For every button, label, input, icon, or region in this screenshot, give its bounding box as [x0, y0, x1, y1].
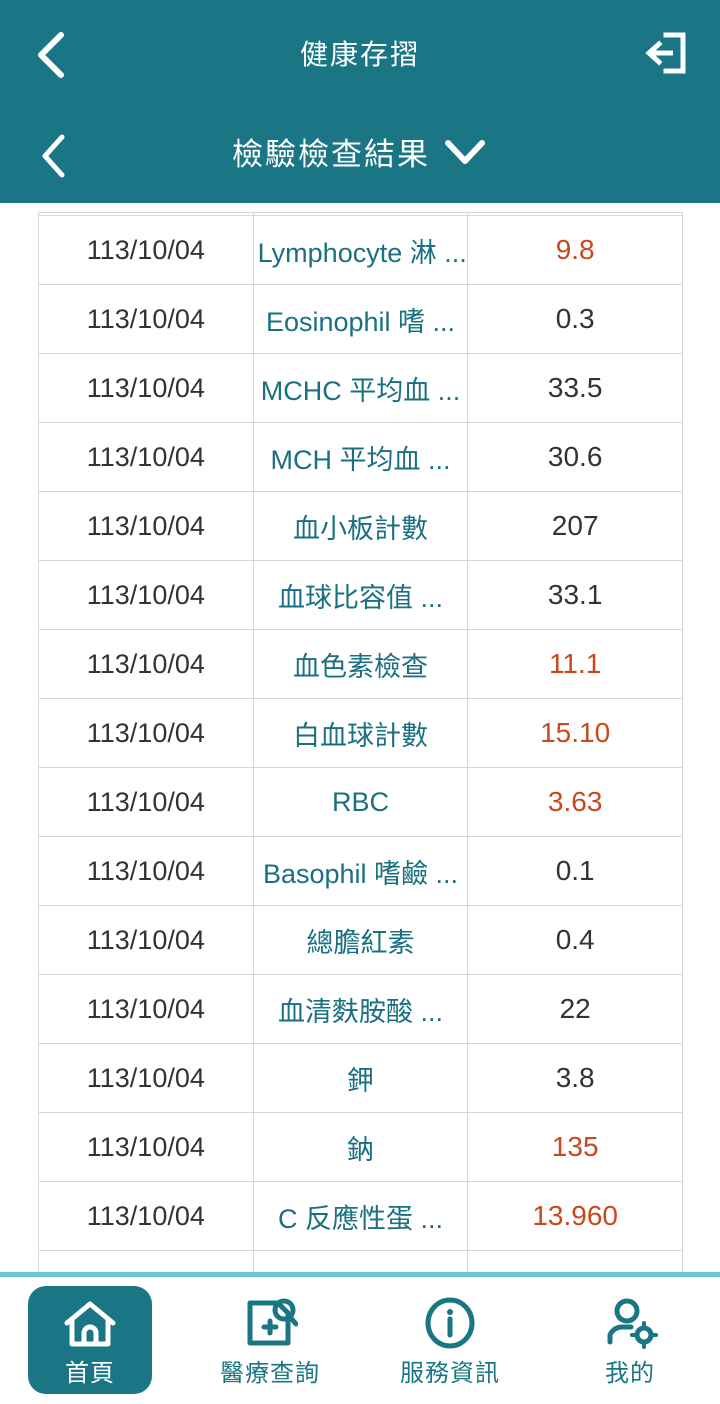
table-row[interactable]: 113/10/04 鈉 135 [38, 1112, 683, 1182]
logout-button[interactable] [634, 24, 696, 86]
sub-back-button[interactable] [28, 130, 80, 186]
cell-date: 113/10/04 [38, 767, 254, 837]
cell-date: 113/10/04 [38, 905, 254, 975]
cell-test-name[interactable]: C 反應性蛋 ... [252, 1181, 469, 1251]
back-button[interactable] [22, 26, 80, 84]
table-row[interactable]: 113/10/04 Eosinophil 嗜 ... 0.3 [38, 284, 683, 354]
page-title: 健康存摺 [299, 39, 420, 70]
cell-date: 113/10/04 [38, 1043, 254, 1113]
cell-test-name[interactable]: Eosinophil 嗜 ... [252, 284, 469, 354]
header-sub-bar: 檢驗檢查結果 [0, 112, 720, 203]
cell-value: 22 [467, 974, 683, 1044]
cell-date: 113/10/04 [38, 560, 254, 630]
cell-date: 113/10/04 [38, 1112, 254, 1182]
cell-test-name[interactable]: Basophil 嗜鹼 ... [252, 836, 469, 906]
document-search-icon [242, 1293, 298, 1349]
nav-item-service-info[interactable]: 服務資訊 [360, 1277, 540, 1404]
chevron-left-icon [37, 132, 71, 185]
cell-value-abnormal: 3.63 [467, 767, 683, 837]
cell-date: 113/10/04 [38, 974, 254, 1044]
nav-divider [0, 1272, 720, 1277]
table-row[interactable]: 113/10/04 總膽紅素 0.4 [38, 905, 683, 975]
table-row[interactable]: 113/10/04CRE(肌酸酐)0.66 [38, 1250, 683, 1272]
cell-test-name[interactable]: 總膽紅素 [252, 905, 469, 975]
cell-date: 113/10/04 [38, 629, 254, 699]
bottom-navigation: 首頁 醫療查詢 [0, 1277, 720, 1404]
cell-value-abnormal: 13.960 [467, 1181, 683, 1251]
table-row[interactable]: 113/10/04 C 反應性蛋 ... 13.960 [38, 1181, 683, 1251]
chevron-left-icon [31, 29, 71, 81]
home-icon [62, 1293, 118, 1349]
logout-icon [640, 28, 690, 83]
cell-value: 207 [467, 491, 683, 561]
table-row[interactable]: 113/10/04 RBC 3.63 [38, 767, 683, 837]
table-row[interactable]: 113/10/04 MCH 平均血 ... 30.6 [38, 422, 683, 492]
cell-test-name[interactable]: MCH 平均血 ... [252, 422, 469, 492]
cell-test-name[interactable]: 血小板計數 [252, 491, 469, 561]
table-row[interactable]: 113/10/04 血清麩胺酸 ... 22 [38, 974, 683, 1044]
cell-value: 0.66 [467, 1250, 683, 1272]
nav-item-mine[interactable]: 我的 [540, 1277, 720, 1404]
cell-date: 113/10/04 [38, 1181, 254, 1251]
table-row[interactable]: 113/10/04 血小板計數 207 [38, 491, 683, 561]
cell-value: 33.5 [467, 353, 683, 423]
cell-test-name[interactable]: RBC [252, 767, 469, 837]
cell-test-name[interactable]: 鉀 [252, 1043, 469, 1113]
cell-date: 113/10/04 [38, 284, 254, 354]
cell-test-name[interactable]: Lymphocyte 淋 ... [252, 215, 469, 285]
cell-date: 113/10/04 [38, 836, 254, 906]
category-selector[interactable]: 檢驗檢查結果 [0, 112, 720, 203]
nav-label-medical-query: 醫療查詢 [220, 1359, 320, 1387]
cell-date: 113/10/04 [38, 698, 254, 768]
cell-value-abnormal: 135 [467, 1112, 683, 1182]
cell-date: 113/10/04 [38, 353, 254, 423]
person-gear-icon [602, 1293, 658, 1349]
cell-value-abnormal: 11.1 [467, 629, 683, 699]
cell-test-name[interactable]: 血球比容值 ... [252, 560, 469, 630]
cell-value-abnormal: 15.10 [467, 698, 683, 768]
table-row[interactable]: 113/10/04 血色素檢查 11.1 [38, 629, 683, 699]
header-top-bar: 健康存摺 [0, 0, 720, 112]
nav-item-home[interactable]: 首頁 [0, 1277, 180, 1404]
cell-test-name[interactable]: 血清麩胺酸 ... [252, 974, 469, 1044]
table-body: 113/10/04 Lymphocyte 淋 ... 9.8 113/10/04 Eos… [38, 212, 683, 1272]
table-row[interactable]: 113/10/04 鉀 3.8 [38, 1043, 683, 1113]
info-circle-icon [422, 1293, 478, 1349]
cell-test-name[interactable]: MCHC 平均血 ... [252, 353, 469, 423]
cell-value: 30.6 [467, 422, 683, 492]
nav-label-service-info: 服務資訊 [400, 1359, 500, 1387]
cell-test-name[interactable]: CRE(肌酸酐) [252, 1250, 469, 1272]
cell-date: 113/10/04 [38, 1250, 254, 1272]
chevron-down-icon [442, 137, 488, 172]
results-table-scroll[interactable]: 113/10/04 Lymphocyte 淋 ... 9.8 113/10/04 Eos… [0, 203, 720, 1272]
cell-value: 33.1 [467, 560, 683, 630]
cell-test-name[interactable]: 血色素檢查 [252, 629, 469, 699]
cell-test-name[interactable]: 白血球計數 [252, 698, 469, 768]
cell-date: 113/10/04 [38, 422, 254, 492]
nav-item-medical-query[interactable]: 醫療查詢 [180, 1277, 360, 1404]
table-row[interactable]: 113/10/04 Basophil 嗜鹼 ... 0.1 [38, 836, 683, 906]
lab-results-table: 113/10/04 Lymphocyte 淋 ... 9.8 113/10/04 Eos… [38, 212, 683, 1272]
nav-label-home: 首頁 [65, 1359, 115, 1387]
app-header: 健康存摺 檢驗檢查結果 [0, 0, 720, 203]
table-row[interactable]: 113/10/04 血球比容值 ... 33.1 [38, 560, 683, 630]
nav-label-mine: 我的 [605, 1359, 655, 1387]
cell-value: 0.1 [467, 836, 683, 906]
cell-test-name[interactable]: 鈉 [252, 1112, 469, 1182]
table-row[interactable]: 113/10/04 Lymphocyte 淋 ... 9.8 [38, 215, 683, 285]
cell-value-abnormal: 9.8 [467, 215, 683, 285]
table-row[interactable]: 113/10/04 MCHC 平均血 ... 33.5 [38, 353, 683, 423]
cell-value: 0.3 [467, 284, 683, 354]
cell-value: 3.8 [467, 1043, 683, 1113]
category-label: 檢驗檢查結果 [232, 136, 430, 172]
cell-value: 0.4 [467, 905, 683, 975]
table-row[interactable]: 113/10/04 白血球計數 15.10 [38, 698, 683, 768]
cell-date: 113/10/04 [38, 491, 254, 561]
cell-date: 113/10/04 [38, 215, 254, 285]
